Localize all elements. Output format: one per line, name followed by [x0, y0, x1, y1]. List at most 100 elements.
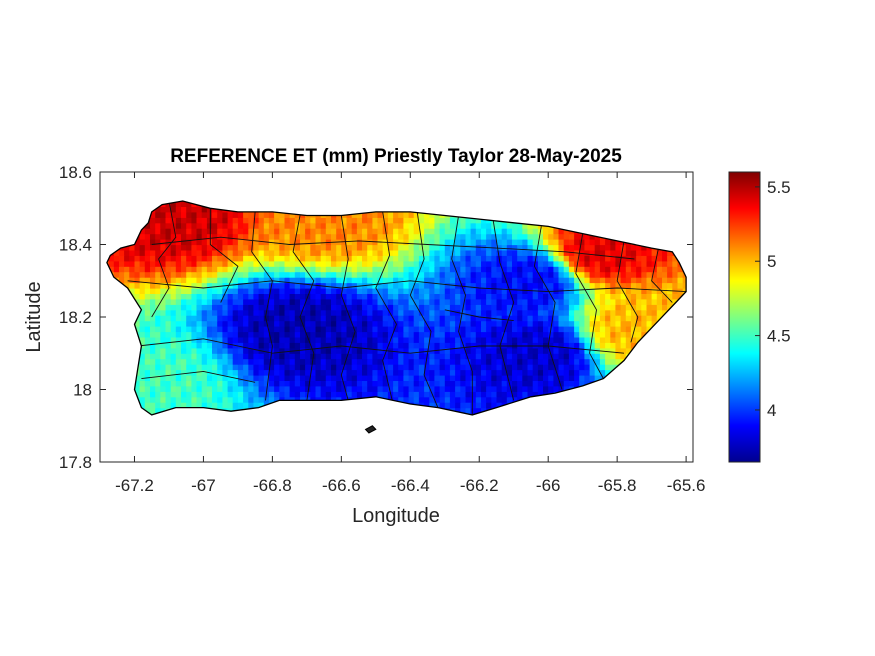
- heatmap-cell: [253, 239, 260, 246]
- heatmap-cell: [667, 277, 673, 284]
- heatmap-cell: [248, 402, 255, 409]
- heatmap-cell: [387, 266, 394, 273]
- heatmap-cell: [367, 244, 373, 251]
- heatmap-cell: [527, 293, 534, 300]
- heatmap-cell: [387, 385, 394, 392]
- heatmap-cell: [517, 375, 523, 381]
- x-tick-label: -65.8: [598, 476, 637, 495]
- heatmap-cell: [424, 288, 430, 294]
- heatmap-cell: [331, 385, 337, 392]
- heatmap-cell: [170, 266, 177, 273]
- heatmap-cell: [563, 315, 570, 322]
- heatmap-cell: [460, 396, 467, 403]
- heatmap-cell: [486, 353, 492, 360]
- heatmap-cell: [325, 288, 332, 294]
- heatmap-cell: [170, 201, 177, 207]
- heatmap-cell: [248, 342, 255, 349]
- heatmap-cell: [160, 364, 167, 371]
- heatmap-cell: [418, 364, 425, 371]
- heatmap-cell: [517, 282, 523, 289]
- heatmap-cell: [279, 260, 286, 267]
- heatmap-cell: [206, 260, 213, 267]
- heatmap-cell: [351, 266, 358, 273]
- heatmap-cell: [418, 228, 425, 235]
- heatmap-cell: [144, 288, 151, 294]
- heatmap-cell: [305, 239, 311, 246]
- heatmap-cell: [424, 293, 430, 300]
- heatmap-cell: [139, 255, 146, 262]
- heatmap-cell: [305, 298, 311, 305]
- heatmap-cell: [470, 353, 477, 360]
- heatmap-cell: [527, 233, 534, 240]
- heatmap-cell: [377, 358, 384, 365]
- heatmap-cell: [398, 271, 404, 278]
- heatmap-cell: [594, 353, 601, 360]
- heatmap-cell: [268, 255, 275, 262]
- heatmap-cell: [367, 331, 373, 338]
- heatmap-cell: [512, 369, 518, 376]
- heatmap-cell: [527, 315, 534, 322]
- heatmap-cell: [325, 380, 332, 387]
- heatmap-cell: [548, 320, 554, 327]
- heatmap-cell: [289, 342, 296, 349]
- heatmap-cell: [263, 266, 270, 273]
- heatmap-cell: [610, 249, 617, 256]
- heatmap-cell: [144, 347, 151, 354]
- heatmap-cell: [424, 211, 430, 218]
- heatmap-cell: [124, 260, 130, 267]
- heatmap-cell: [372, 249, 379, 256]
- heatmap-cell: [170, 331, 177, 338]
- heatmap-cell: [139, 288, 146, 294]
- heatmap-cell: [630, 320, 637, 327]
- heatmap-cell: [403, 293, 410, 300]
- heatmap-cell: [584, 298, 591, 305]
- heatmap-cell: [320, 375, 327, 381]
- heatmap-cell: [434, 244, 441, 251]
- heatmap-cell: [212, 391, 218, 398]
- heatmap-cell: [294, 331, 301, 338]
- heatmap-cell: [460, 407, 467, 414]
- heatmap-cell: [543, 293, 549, 300]
- heatmap-cell: [279, 293, 286, 300]
- heatmap-cell: [501, 228, 508, 235]
- heatmap-cell: [175, 396, 182, 403]
- heatmap-cell: [165, 271, 172, 278]
- heatmap-cell: [263, 336, 270, 343]
- heatmap-cell: [331, 336, 337, 343]
- heatmap-cell: [636, 293, 642, 300]
- heatmap-cell: [532, 331, 539, 338]
- heatmap-cell: [232, 380, 239, 387]
- heatmap-cell: [481, 249, 487, 256]
- heatmap-cell: [563, 271, 570, 278]
- heatmap-cell: [579, 277, 585, 284]
- heatmap-cell: [537, 336, 544, 343]
- heatmap-cell: [144, 380, 151, 387]
- heatmap-cell: [212, 217, 218, 224]
- heatmap-cell: [517, 244, 523, 251]
- heatmap-cell: [429, 326, 436, 333]
- heatmap-cell: [481, 396, 487, 403]
- heatmap-cell: [429, 249, 436, 256]
- heatmap-cell: [579, 342, 585, 349]
- heatmap-cell: [543, 244, 549, 251]
- heatmap-cell: [315, 249, 322, 256]
- heatmap-cell: [227, 375, 234, 381]
- heatmap-cell: [258, 396, 265, 403]
- heatmap-cell: [175, 358, 182, 365]
- heatmap-cell: [656, 293, 663, 300]
- heatmap-cell: [268, 375, 275, 381]
- heatmap-cell: [630, 342, 637, 349]
- heatmap-cell: [279, 288, 286, 294]
- heatmap-cell: [377, 222, 384, 229]
- heatmap-cell: [160, 407, 167, 414]
- heatmap-cell: [449, 304, 456, 311]
- heatmap-cell: [434, 233, 441, 240]
- heatmap-cell: [191, 396, 198, 403]
- heatmap-cell: [206, 211, 213, 218]
- heatmap-cell: [279, 385, 286, 392]
- heatmap-cell: [543, 326, 549, 333]
- heatmap-cell: [429, 369, 436, 376]
- heatmap-cell: [501, 271, 508, 278]
- heatmap-cell: [615, 266, 622, 273]
- heatmap-cell: [512, 249, 518, 256]
